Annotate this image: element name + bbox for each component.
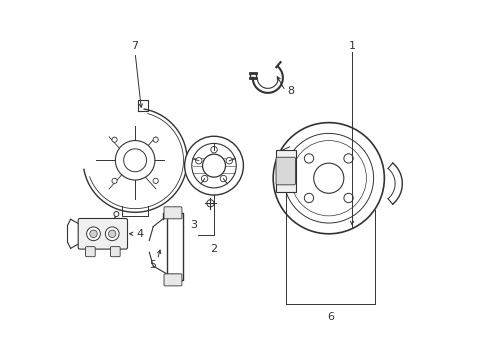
- Circle shape: [343, 154, 352, 163]
- Circle shape: [153, 178, 158, 184]
- Circle shape: [225, 157, 232, 164]
- Circle shape: [86, 227, 100, 240]
- Circle shape: [220, 175, 226, 182]
- Circle shape: [313, 163, 343, 193]
- Text: 6: 6: [326, 312, 333, 322]
- Circle shape: [112, 137, 117, 142]
- Text: 7: 7: [131, 41, 139, 50]
- Circle shape: [123, 149, 146, 172]
- Circle shape: [202, 154, 225, 177]
- Text: 4: 4: [136, 229, 143, 239]
- Text: 5: 5: [149, 260, 156, 270]
- Circle shape: [206, 200, 214, 207]
- Circle shape: [112, 178, 117, 184]
- Text: 3: 3: [190, 220, 197, 230]
- Circle shape: [90, 230, 97, 238]
- Circle shape: [191, 143, 236, 188]
- FancyBboxPatch shape: [275, 157, 295, 185]
- Circle shape: [108, 230, 116, 238]
- Circle shape: [210, 147, 217, 153]
- Circle shape: [114, 212, 119, 216]
- Text: 1: 1: [348, 41, 355, 50]
- FancyBboxPatch shape: [163, 207, 182, 219]
- Circle shape: [184, 136, 243, 195]
- Circle shape: [304, 154, 313, 163]
- Circle shape: [343, 193, 352, 203]
- Circle shape: [195, 157, 202, 164]
- Text: 2: 2: [210, 244, 217, 254]
- Text: 8: 8: [287, 86, 294, 96]
- FancyBboxPatch shape: [78, 219, 127, 249]
- FancyBboxPatch shape: [110, 247, 120, 257]
- Circle shape: [304, 193, 313, 203]
- Circle shape: [105, 227, 119, 240]
- Circle shape: [153, 137, 158, 142]
- Bar: [275, 150, 295, 192]
- FancyBboxPatch shape: [85, 247, 95, 257]
- FancyBboxPatch shape: [163, 274, 182, 286]
- Circle shape: [115, 140, 155, 180]
- Circle shape: [201, 175, 207, 182]
